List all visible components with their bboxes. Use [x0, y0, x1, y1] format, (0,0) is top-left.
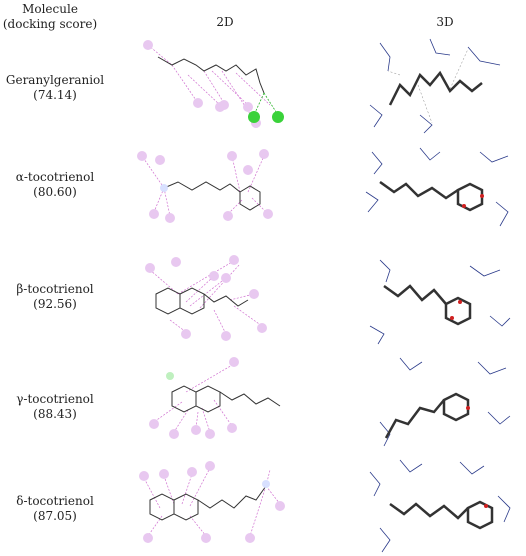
interaction-diagram-2d	[139, 461, 285, 543]
row-gamma-tocotrienol: γ-tocotrienol (88.43)	[0, 352, 526, 452]
header-molecule-line2: (docking score)	[2, 17, 98, 31]
molecule-label: α-tocotrienol (80.60)	[0, 170, 110, 200]
binding-pose-3d	[365, 147, 509, 227]
molecule-label: δ-tocotrienol (87.05)	[0, 494, 110, 524]
column-header-2d: 2D	[216, 15, 234, 29]
row-beta-tocotrienol: β-tocotrienol (92.56)	[0, 246, 526, 346]
molecule-name: δ-tocotrienol	[16, 494, 94, 508]
binding-pose-3d	[369, 38, 501, 134]
molecule-label: Geranylgeraniol (74.14)	[0, 73, 110, 103]
interaction-diagram-2d	[143, 40, 284, 128]
column-header-3d: 3D	[436, 15, 454, 29]
molecule-name: β-tocotrienol	[16, 282, 94, 296]
interaction-diagram-2d	[145, 255, 267, 341]
molecule-name: γ-tocotrienol	[16, 392, 94, 406]
row-alpha-tocotrienol: α-tocotrienol (80.60)	[0, 142, 526, 242]
binding-pose-3d	[369, 259, 511, 345]
docking-score: (88.43)	[33, 407, 77, 421]
docking-score: (74.14)	[33, 88, 77, 102]
docking-score: (87.05)	[33, 509, 77, 523]
row-delta-tocotrienol: δ-tocotrienol (87.05)	[0, 456, 526, 556]
docking-score: (80.60)	[33, 185, 77, 199]
header-molecule-line1: Molecule	[22, 2, 78, 16]
column-header-molecule: Molecule (docking score)	[0, 2, 100, 42]
binding-pose-3d	[369, 459, 511, 553]
row-geranylgeraniol: Geranylgeraniol (74.14)	[0, 35, 526, 135]
molecule-name: Geranylgeraniol	[5, 73, 105, 87]
interaction-diagram-2d	[149, 357, 281, 439]
molecule-label: β-tocotrienol (92.56)	[0, 282, 110, 312]
interaction-diagram-2d	[137, 149, 273, 223]
molecule-label: γ-tocotrienol (88.43)	[0, 392, 110, 422]
molecule-name: α-tocotrienol	[15, 170, 95, 184]
docking-score: (92.56)	[33, 297, 77, 311]
binding-pose-3d	[379, 357, 511, 447]
